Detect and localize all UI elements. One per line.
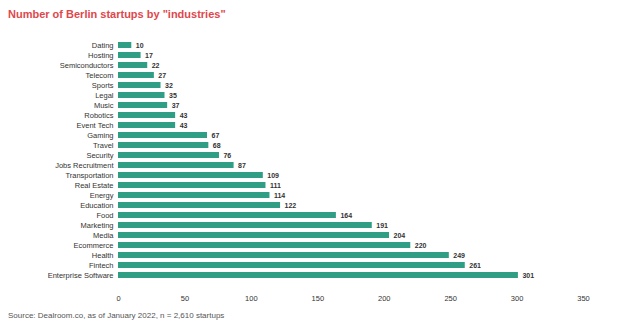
svg-text:Music: Music <box>94 101 114 110</box>
svg-text:Legal: Legal <box>95 91 114 100</box>
svg-text:109: 109 <box>267 172 279 179</box>
svg-text:32: 32 <box>165 82 173 89</box>
svg-text:Real Estate: Real Estate <box>75 181 114 190</box>
svg-text:22: 22 <box>152 62 160 69</box>
svg-text:37: 37 <box>172 102 180 109</box>
svg-text:249: 249 <box>453 252 465 259</box>
svg-text:17: 17 <box>145 52 153 59</box>
svg-text:261: 261 <box>469 262 481 269</box>
svg-text:87: 87 <box>238 162 246 169</box>
svg-text:Travel: Travel <box>93 141 114 150</box>
svg-text:68: 68 <box>213 142 221 149</box>
svg-text:220: 220 <box>415 242 427 249</box>
svg-text:43: 43 <box>180 112 188 119</box>
svg-text:Transportation: Transportation <box>65 171 113 180</box>
html-text:Source: Dealroom.co, as of Jan: Source: Dealroom.co, as of January 2022,… <box>8 311 225 320</box>
svg-text:50: 50 <box>181 294 189 303</box>
svg-text:301: 301 <box>522 272 534 279</box>
svg-text:200: 200 <box>378 294 391 303</box>
svg-text:Gaming: Gaming <box>87 131 113 140</box>
svg-text:Media: Media <box>93 231 114 240</box>
svg-text:27: 27 <box>158 72 166 79</box>
svg-text:0: 0 <box>116 294 120 303</box>
svg-text:250: 250 <box>444 294 457 303</box>
svg-text:Security: Security <box>86 151 113 160</box>
svg-text:Ecommerce: Ecommerce <box>73 241 113 250</box>
svg-text:Event Tech: Event Tech <box>77 121 114 130</box>
svg-text:10: 10 <box>136 42 144 49</box>
html-text:Number of Berlin startups by ": Number of Berlin startups by "industries… <box>8 8 226 20</box>
svg-text:300: 300 <box>511 294 524 303</box>
svg-text:35: 35 <box>169 92 177 99</box>
svg-text:100: 100 <box>245 294 258 303</box>
svg-text:Dating: Dating <box>92 41 114 50</box>
svg-text:Education: Education <box>80 201 113 210</box>
svg-text:Fintech: Fintech <box>89 261 114 270</box>
svg-text:350: 350 <box>577 294 590 303</box>
svg-text:Marketing: Marketing <box>81 221 114 230</box>
svg-text:Sports: Sports <box>92 81 114 90</box>
svg-text:111: 111 <box>270 182 281 189</box>
svg-text:114: 114 <box>274 192 285 199</box>
svg-text:Enterprise Software: Enterprise Software <box>48 271 114 280</box>
svg-text:Hosting: Hosting <box>88 51 113 60</box>
svg-text:Energy: Energy <box>90 191 114 200</box>
svg-text:67: 67 <box>212 132 220 139</box>
svg-text:Food: Food <box>96 211 113 220</box>
svg-text:Health: Health <box>92 251 114 260</box>
svg-text:122: 122 <box>285 202 297 209</box>
svg-text:Semiconductors: Semiconductors <box>60 61 114 70</box>
svg-text:150: 150 <box>312 294 325 303</box>
svg-text:76: 76 <box>223 152 231 159</box>
svg-text:204: 204 <box>394 232 406 239</box>
svg-text:Telecom: Telecom <box>86 71 114 80</box>
svg-text:Robotics: Robotics <box>84 111 113 120</box>
svg-text:164: 164 <box>340 212 352 219</box>
svg-text:Jobs Recruitment: Jobs Recruitment <box>55 161 114 170</box>
svg-text:43: 43 <box>180 122 188 129</box>
svg-text:191: 191 <box>376 222 388 229</box>
